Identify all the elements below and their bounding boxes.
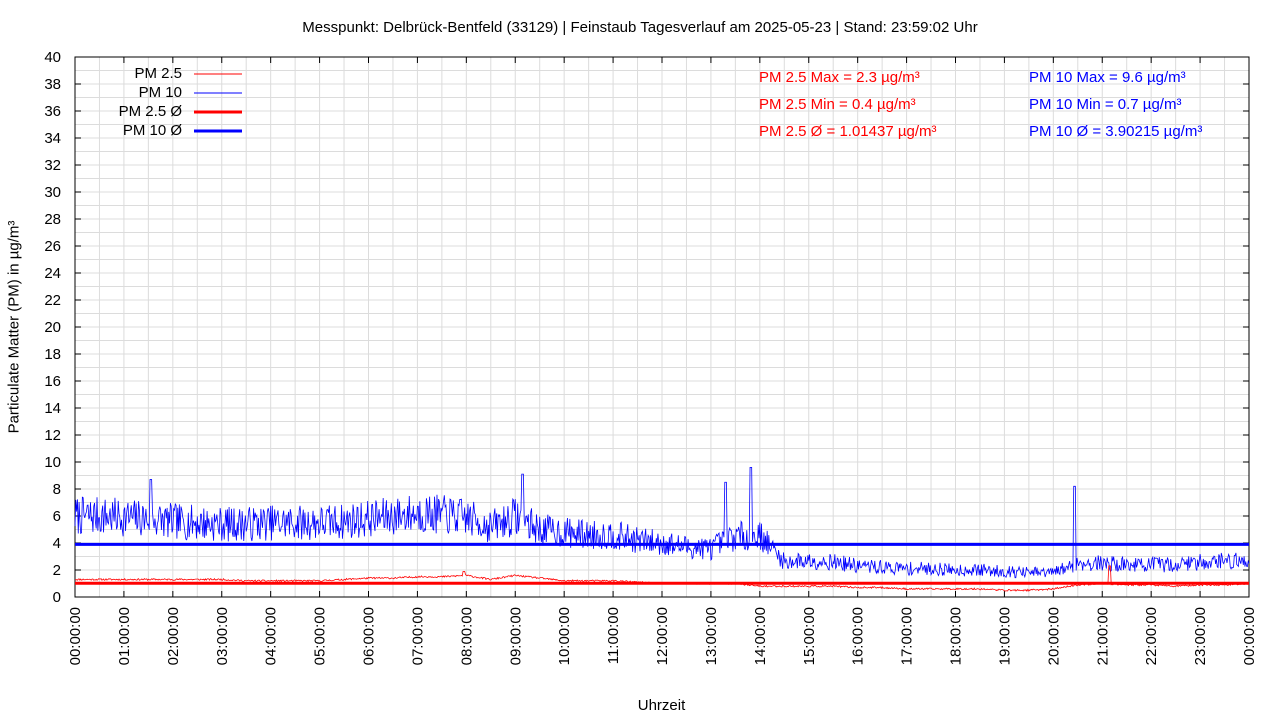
legend-label-pm10-mean: PM 10 Ø [122, 122, 182, 139]
x-tick-label: 16:00:00 [850, 607, 867, 665]
y-tick-label: 18 [44, 346, 61, 363]
x-tick-label: 14:00:00 [752, 607, 769, 665]
x-axis-label: Uhrzeit [637, 697, 686, 714]
legend-label-pm25-mean: PM 2.5 Ø [118, 103, 182, 120]
y-tick-label: 34 [44, 130, 61, 147]
y-tick-label: 10 [44, 454, 61, 471]
pm25-avg-stat: PM 2.5 Ø = 1.01437 µg/m³ [759, 123, 937, 140]
x-tick-label: 10:00:00 [556, 607, 573, 665]
x-tick-label: 09:00:00 [507, 607, 524, 665]
y-tick-label: 26 [44, 238, 61, 255]
y-axis-label: Particulate Matter (PM) in µg/m³ [5, 220, 23, 434]
y-tick-label: 30 [44, 184, 61, 201]
x-tick-label: 00:00:00 [1241, 607, 1258, 665]
y-tick-label: 6 [53, 508, 61, 525]
chart-title: Messpunkt: Delbrück-Bentfeld (33129) | F… [302, 19, 978, 36]
x-tick-label: 17:00:00 [899, 607, 916, 665]
pm25-max-stat: PM 2.5 Max = 2.3 µg/m³ [759, 69, 920, 86]
y-tick-label: 20 [44, 319, 61, 336]
y-tick-label: 24 [44, 265, 61, 282]
legend-label-pm10: PM 10 [138, 84, 182, 101]
pm10-avg-stat: PM 10 Ø = 3.90215 µg/m³ [1029, 123, 1203, 140]
pm10-min-stat: PM 10 Min = 0.7 µg/m³ [1029, 96, 1182, 113]
x-tick-label: 06:00:00 [361, 607, 378, 665]
y-tick-label: 32 [44, 157, 61, 174]
y-tick-label: 22 [44, 292, 61, 309]
x-tick-label: 12:00:00 [654, 607, 671, 665]
x-tick-label: 22:00:00 [1143, 607, 1160, 665]
x-tick-label: 23:00:00 [1192, 607, 1209, 665]
x-tick-label: 18:00:00 [948, 607, 965, 665]
x-tick-label: 00:00:00 [67, 607, 84, 665]
x-tick-label: 11:00:00 [605, 607, 622, 664]
y-tick-label: 38 [44, 76, 61, 93]
pm10-series-line [74, 467, 1250, 579]
x-tick-label: 01:00:00 [116, 607, 133, 665]
x-tick-label: 20:00:00 [1045, 607, 1062, 665]
y-tick-label: 40 [44, 49, 61, 66]
x-tick-label: 08:00:00 [458, 607, 475, 665]
pm10-max-stat: PM 10 Max = 9.6 µg/m³ [1029, 69, 1186, 86]
y-tick-label: 8 [53, 481, 61, 498]
y-tick-label: 36 [44, 103, 61, 120]
y-tick-label: 0 [53, 589, 61, 606]
y-tick-label: 14 [44, 400, 61, 417]
x-tick-label: 19:00:00 [996, 607, 1013, 665]
y-tick-label: 16 [44, 373, 61, 390]
y-tick-label: 28 [44, 211, 61, 228]
x-tick-label: 05:00:00 [312, 607, 329, 665]
x-tick-label: 07:00:00 [409, 607, 426, 665]
x-tick-label: 21:00:00 [1094, 607, 1111, 665]
y-tick-label: 2 [53, 562, 61, 579]
x-tick-label: 03:00:00 [214, 607, 231, 665]
legend-label-pm25: PM 2.5 [134, 65, 182, 82]
pm25-min-stat: PM 2.5 Min = 0.4 µg/m³ [759, 96, 916, 113]
x-tick-label: 15:00:00 [801, 607, 818, 665]
x-tick-label: 04:00:00 [263, 607, 280, 665]
x-tick-label: 02:00:00 [165, 607, 182, 665]
y-tick-label: 4 [53, 535, 61, 552]
x-tick-label: 13:00:00 [703, 607, 720, 665]
y-tick-label: 12 [44, 427, 61, 444]
